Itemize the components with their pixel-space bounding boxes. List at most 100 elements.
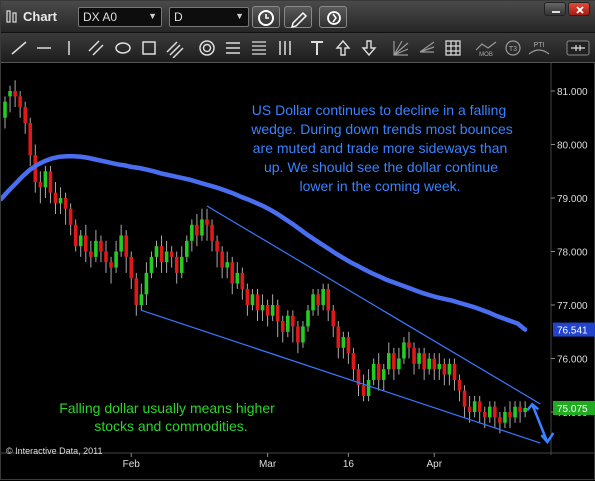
draw-button[interactable] <box>284 6 312 29</box>
candle-body <box>437 363 442 370</box>
candle-body <box>8 91 12 97</box>
minimize-icon <box>552 11 560 13</box>
candle-body <box>432 358 437 370</box>
candle-body <box>361 385 366 396</box>
candle-body <box>43 171 48 188</box>
channel-tool-icon[interactable] <box>86 38 106 58</box>
bottom-note-line-2: stocks and commodities. <box>94 418 247 434</box>
refresh-button[interactable] <box>319 6 347 28</box>
candle-body <box>442 363 447 375</box>
candle-body <box>503 412 507 423</box>
speed-lines-tool-icon[interactable] <box>249 38 269 58</box>
x-tick-label: 16 <box>343 459 355 470</box>
falling-wedge-lines <box>141 205 541 444</box>
candle-body <box>513 406 517 418</box>
toolbar-collapse-icon[interactable] <box>566 38 590 58</box>
candle-body <box>296 326 300 343</box>
window-title: Chart <box>23 9 57 24</box>
top-note-line-2: wedge. During down trends most bounces <box>250 121 512 137</box>
candle-body <box>58 198 63 204</box>
period-select[interactable]: D ▼ <box>169 7 249 27</box>
arrow-shaft <box>531 403 549 443</box>
time-cycles-tool-icon[interactable] <box>275 38 295 58</box>
candle-body <box>518 406 522 412</box>
candle-body <box>144 272 149 295</box>
candle-body <box>129 256 134 279</box>
price-label-box <box>553 400 595 415</box>
copyright-text: © Interactive Data, 2011 <box>6 446 103 456</box>
gann-fan-tool-icon[interactable] <box>391 38 411 58</box>
refresh-icon <box>327 11 341 25</box>
arrow-tail-head <box>526 402 540 412</box>
candle-body <box>73 224 78 247</box>
fibonacci-tool-icon[interactable] <box>223 38 243 58</box>
title-bar: Chart DX A0 ▼ D ▼ <box>1 1 595 33</box>
candle-body <box>270 305 275 316</box>
ellipse-tool-icon[interactable] <box>113 38 133 58</box>
candle-body <box>265 305 270 316</box>
circles-tool-icon[interactable] <box>197 38 217 58</box>
clock-button[interactable] <box>252 6 280 28</box>
candle-body <box>134 278 139 305</box>
candle-body <box>407 342 411 348</box>
candle-body <box>38 181 43 188</box>
candle-body <box>119 235 123 252</box>
arrow-down-tool-icon[interactable] <box>359 38 379 58</box>
candle-body <box>260 305 265 311</box>
candle-body <box>422 353 426 370</box>
grid-tool-icon[interactable] <box>443 38 463 58</box>
symbol-input[interactable]: DX A0 ▼ <box>78 7 162 27</box>
candle-body <box>275 305 280 322</box>
mob-tool-icon[interactable]: MOB <box>474 38 498 58</box>
chevron-down-icon[interactable]: ▼ <box>148 11 157 21</box>
candle-body <box>427 358 431 370</box>
candle-body <box>306 310 310 327</box>
close-icon <box>576 6 584 14</box>
candle-body <box>210 224 214 241</box>
t3-tool-icon[interactable]: T3 <box>503 38 523 58</box>
candle-body <box>149 256 154 273</box>
candle-body <box>235 272 240 284</box>
candle-body <box>205 219 209 225</box>
candle-body <box>336 326 341 348</box>
pti-tool-icon[interactable]: PTI <box>527 38 551 58</box>
candle-body <box>174 256 179 273</box>
chevron-down-icon[interactable]: ▼ <box>235 11 244 21</box>
top-note-line-5: lower in the coming week. <box>299 178 460 194</box>
y-tick-label: 78.000 <box>557 248 588 259</box>
candle-body <box>316 294 320 305</box>
svg-text:T3: T3 <box>509 46 517 53</box>
candle-body <box>18 96 22 108</box>
minimize-button[interactable] <box>544 2 566 16</box>
candle-body <box>245 288 250 305</box>
moving-average-line <box>1 154 528 332</box>
pencil-icon <box>290 11 308 29</box>
candle-body <box>291 315 295 327</box>
arrow-up-tool-icon[interactable] <box>333 38 353 58</box>
candle-body <box>99 240 103 252</box>
text-tool-icon[interactable] <box>307 38 327 58</box>
candle-body <box>104 251 108 263</box>
candle-body <box>114 251 118 268</box>
horizontal-line-tool-icon[interactable] <box>34 38 54 58</box>
candle-body <box>28 123 33 156</box>
candle-body <box>498 417 502 423</box>
x-tick-label: Feb <box>123 459 141 470</box>
candle-body <box>94 240 98 257</box>
candle-body <box>280 321 285 332</box>
candle-body <box>89 251 93 257</box>
parallel-lines-tool-icon[interactable] <box>165 38 185 58</box>
vertical-line-tool-icon[interactable] <box>59 38 79 58</box>
rectangle-tool-icon[interactable] <box>139 38 159 58</box>
drawing-toolbar: MOB T3 PTI <box>1 33 595 63</box>
speed-fan-tool-icon[interactable] <box>417 38 437 58</box>
line-tool-icon[interactable] <box>9 38 29 58</box>
candle-body <box>230 262 235 284</box>
projection-arrow <box>526 402 555 445</box>
svg-text:PTI: PTI <box>534 42 545 49</box>
candle-body <box>387 353 391 370</box>
close-button[interactable] <box>568 2 590 16</box>
candle-body <box>321 288 325 305</box>
time-axis: Feb Mar 16 Apr <box>123 453 443 470</box>
candle-body <box>472 401 477 412</box>
